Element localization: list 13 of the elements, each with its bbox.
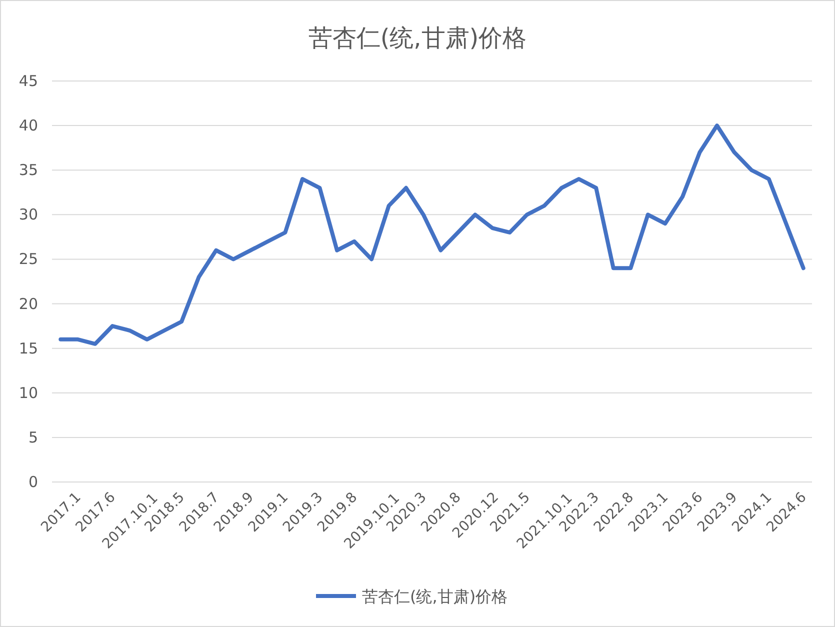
y-tick-label: 30 bbox=[18, 206, 38, 224]
y-tick-label: 25 bbox=[18, 250, 38, 268]
y-tick-label: 20 bbox=[18, 294, 38, 313]
y-tick-label: 40 bbox=[18, 116, 38, 135]
legend-label: 苦杏仁(统,甘肃)价格 bbox=[362, 587, 508, 606]
y-tick-label: 35 bbox=[18, 161, 38, 180]
y-tick-label: 10 bbox=[18, 384, 38, 402]
y-tick-label: 15 bbox=[18, 339, 38, 358]
chart-title: 苦杏仁(统,甘肃)价格 bbox=[308, 24, 527, 52]
y-tick-label: 5 bbox=[28, 428, 38, 446]
line-series bbox=[58, 124, 806, 346]
y-tick-label: 0 bbox=[28, 473, 38, 491]
y-tick-label: 45 bbox=[18, 72, 38, 90]
